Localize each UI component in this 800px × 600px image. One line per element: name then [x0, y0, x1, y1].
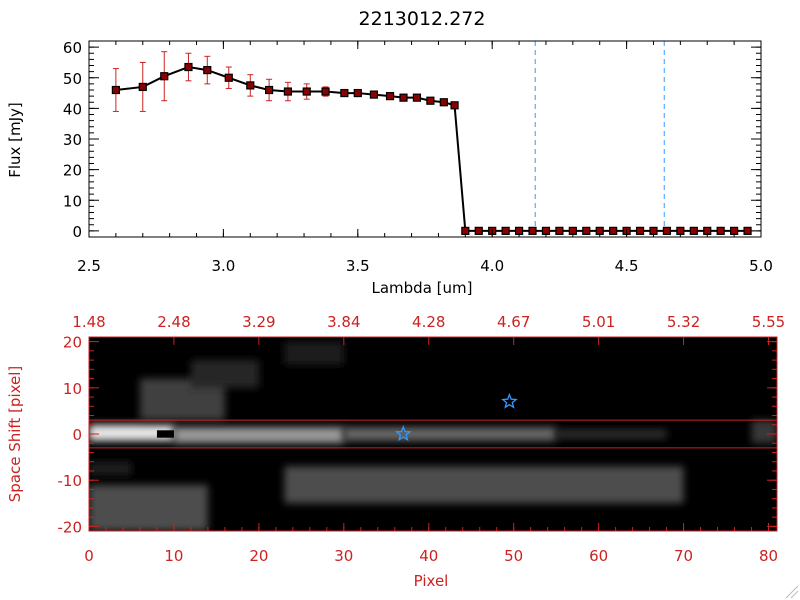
spectrum-ylabel: Flux [mJy] — [6, 102, 24, 178]
x-tick-label: 50 — [504, 547, 523, 565]
spectrum-plot: 2213012.272 2.5 3.0 3.5 4.0 4.5 5.0 0 10 20 30 40 5… — [6, 8, 773, 297]
flux-point — [426, 96, 435, 105]
resize-grip-icon[interactable] — [785, 585, 799, 599]
flux-point — [716, 226, 725, 235]
flux-point — [555, 226, 564, 235]
spectrum-marks — [111, 41, 761, 237]
flux-point — [224, 73, 233, 82]
flux-point — [138, 82, 147, 92]
flux-point — [203, 65, 212, 75]
emission-region — [751, 420, 777, 444]
y-tick-label: 20 — [63, 162, 82, 180]
flux-point — [689, 226, 698, 235]
image-xlabel: Pixel — [414, 572, 449, 590]
y-tick-label: 20 — [63, 334, 82, 352]
spectrum-image-panel: 0 10 20 30 40 50 60 70 80 1.48 2.48 3.29 3.84 4.28 4.6… — [6, 313, 785, 590]
flux-point — [412, 93, 422, 102]
y-tick-label: 40 — [63, 100, 82, 118]
top-axis-tick-label: 4.67 — [497, 313, 530, 331]
emission-region — [190, 360, 259, 388]
flux-point — [321, 87, 330, 96]
x-tick-label: 2.5 — [77, 257, 101, 275]
y-tick-label: 60 — [63, 39, 82, 57]
flux-point — [528, 226, 537, 235]
image-overlays — [89, 392, 777, 449]
flux-point — [439, 98, 448, 107]
spectrum-xlabel: Lambda [um] — [372, 279, 473, 297]
spectrum-axes: 2.5 3.0 3.5 4.0 4.5 5.0 0 10 20 30 40 50 60 — [63, 39, 773, 275]
flux-point — [160, 72, 169, 81]
top-axis-tick-label: 5.55 — [752, 313, 785, 331]
x-tick-label: 20 — [249, 547, 268, 565]
emission-region — [284, 341, 344, 365]
image-ylabel: Space Shift [pixel] — [6, 366, 24, 503]
emission-region — [343, 427, 557, 441]
x-tick-label: 30 — [334, 547, 353, 565]
spectrum-title: 2213012.272 — [359, 8, 486, 30]
flux-point — [609, 226, 618, 235]
flux-point — [246, 81, 255, 90]
source-core — [156, 430, 174, 438]
x-tick-label: 0 — [84, 547, 94, 565]
flux-point — [111, 85, 120, 95]
flux-point — [501, 226, 510, 235]
emission-region — [173, 427, 344, 444]
top-axis-tick-label: 2.48 — [157, 313, 190, 331]
flux-point — [264, 85, 274, 95]
flux-point — [369, 90, 379, 99]
star-marker-icon — [501, 392, 518, 409]
y-tick-label: 30 — [63, 131, 82, 149]
emission-region — [89, 484, 208, 531]
top-axis-tick-label: 3.29 — [242, 313, 275, 331]
x-tick-label: 4.0 — [480, 257, 504, 275]
top-axis-tick-label: 4.28 — [412, 313, 445, 331]
image-axes: 0 10 20 30 40 50 60 70 80 1.48 2.48 3.29 3.84 4.28 4.6… — [58, 313, 786, 565]
flux-point — [302, 87, 311, 96]
flux-point — [340, 88, 349, 98]
y-tick-label: 10 — [63, 192, 82, 210]
y-tick-label: 0 — [72, 426, 82, 444]
y-tick-label: -10 — [58, 472, 83, 490]
flux-point — [385, 92, 395, 101]
flux-point — [353, 88, 362, 98]
x-tick-label: 80 — [759, 547, 778, 565]
top-axis-tick-label: 5.32 — [667, 313, 700, 331]
y-tick-label: 0 — [72, 223, 82, 241]
flux-point — [662, 226, 672, 235]
flux-point — [184, 62, 193, 72]
y-tick-label: 10 — [63, 380, 82, 398]
emission-region — [89, 424, 174, 441]
emission-region — [284, 466, 684, 504]
emission-region — [89, 461, 132, 476]
emission-regions — [89, 341, 777, 531]
flux-point — [450, 101, 459, 110]
top-axis-tick-label: 3.84 — [327, 313, 360, 331]
y-tick-label: -20 — [58, 518, 83, 536]
x-tick-label: 3.5 — [346, 257, 370, 275]
x-tick-label: 10 — [164, 547, 183, 565]
x-tick-label: 70 — [674, 547, 693, 565]
flux-point — [283, 87, 293, 96]
flux-point — [582, 226, 591, 235]
top-axis-tick-label: 5.01 — [582, 313, 615, 331]
flux-point — [474, 226, 483, 235]
top-axis-tick-label: 1.48 — [72, 313, 105, 331]
x-tick-label: 5.0 — [749, 257, 773, 275]
y-tick-label: 50 — [63, 70, 82, 88]
flux-point — [635, 226, 645, 235]
x-tick-label: 3.0 — [211, 257, 235, 275]
star-marker-icon — [394, 425, 412, 442]
flux-series-line — [115, 66, 748, 232]
x-tick-label: 60 — [589, 547, 608, 565]
flux-point — [743, 226, 752, 235]
emission-region — [556, 429, 667, 439]
x-tick-label: 4.5 — [615, 257, 639, 275]
x-tick-label: 40 — [419, 547, 438, 565]
flux-point — [399, 93, 408, 102]
